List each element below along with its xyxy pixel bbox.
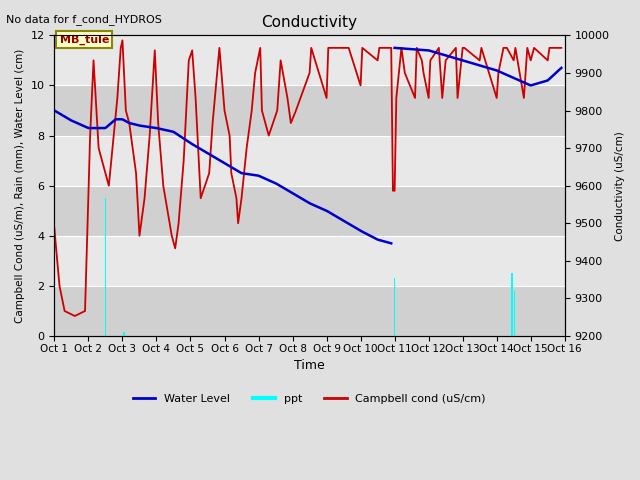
Bar [511,274,513,336]
Legend: Water Level, ppt, Campbell cond (uS/cm): Water Level, ppt, Campbell cond (uS/cm) [129,390,490,408]
Bar [54,135,564,186]
Bar [105,198,106,336]
Bar [394,278,396,336]
Text: MB_tule: MB_tule [60,35,109,45]
Bar [54,186,564,236]
Bar [54,286,564,336]
Title: Conductivity: Conductivity [262,15,358,30]
Bar [514,291,515,336]
X-axis label: Time: Time [294,359,325,372]
Bar [124,332,125,336]
Text: No data for f_cond_HYDROS: No data for f_cond_HYDROS [6,14,163,25]
Y-axis label: Conductivity (uS/cm): Conductivity (uS/cm) [615,131,625,240]
Bar [54,236,564,286]
Bar [54,36,564,85]
Y-axis label: Campbell Cond (uS/m), Rain (mm), Water Level (cm): Campbell Cond (uS/m), Rain (mm), Water L… [15,48,25,323]
Bar [54,85,564,135]
